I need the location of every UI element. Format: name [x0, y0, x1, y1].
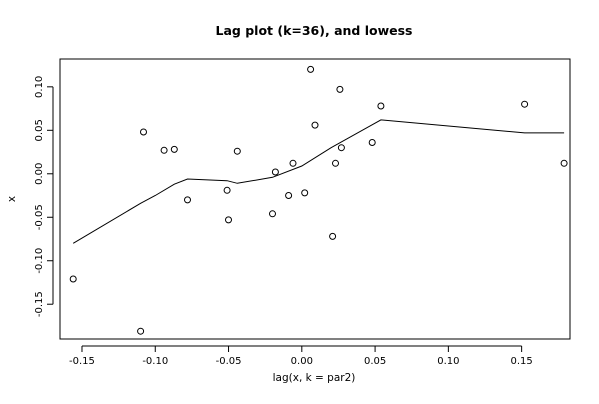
- x-tick-label: 0.10: [437, 356, 459, 367]
- data-point: [140, 128, 147, 136]
- data-point: [271, 168, 279, 176]
- plot-area-frame: [59, 58, 571, 340]
- data-point: [329, 232, 337, 240]
- x-tick-label: -0.15: [69, 356, 95, 367]
- data-point: [285, 192, 293, 199]
- data-point: [336, 85, 344, 93]
- data-point: [69, 275, 77, 283]
- data-point: [225, 216, 232, 224]
- data-point: [307, 65, 315, 73]
- x-tick-label: 0.15: [511, 356, 533, 367]
- data-point: [377, 102, 385, 110]
- x-tick-label: 0.00: [291, 356, 313, 367]
- y-axis-label: x: [6, 196, 18, 202]
- y-tick-label: 0.00: [34, 163, 45, 185]
- x-tick-label: -0.10: [142, 356, 168, 367]
- x-tick-label: -0.05: [216, 356, 242, 367]
- data-point: [301, 189, 309, 197]
- data-point: [233, 147, 241, 155]
- y-tick-label: 0.05: [34, 119, 45, 141]
- lowess-line: [72, 119, 565, 244]
- data-point: [368, 139, 376, 146]
- y-tick-label: 0.10: [34, 76, 45, 98]
- data-point: [311, 121, 319, 129]
- data-point: [560, 159, 568, 167]
- x-axis: -0.15 -0.10 -0.05 0.00 0.05 0.10 0.15: [69, 345, 533, 367]
- y-tick-label: -0.10: [34, 248, 45, 274]
- data-point: [170, 145, 178, 153]
- data-point: [521, 100, 529, 108]
- chart-title: Lag plot (k=36), and lowess: [216, 23, 413, 38]
- data-point: [269, 210, 276, 218]
- data-point: [137, 327, 145, 335]
- data-points: [69, 65, 568, 335]
- data-point: [289, 159, 297, 167]
- data-point: [160, 146, 168, 154]
- data-point: [337, 144, 345, 152]
- x-axis-label: lag(x, k = par2): [273, 372, 356, 384]
- data-point: [184, 196, 191, 204]
- data-point: [223, 186, 231, 194]
- y-axis: -0.15 -0.10 -0.05 0.00 0.05 0.10: [34, 76, 54, 317]
- y-tick-label: -0.05: [34, 204, 45, 230]
- data-point: [332, 159, 339, 167]
- x-tick-label: 0.05: [364, 356, 386, 367]
- y-tick-label: -0.15: [34, 291, 45, 317]
